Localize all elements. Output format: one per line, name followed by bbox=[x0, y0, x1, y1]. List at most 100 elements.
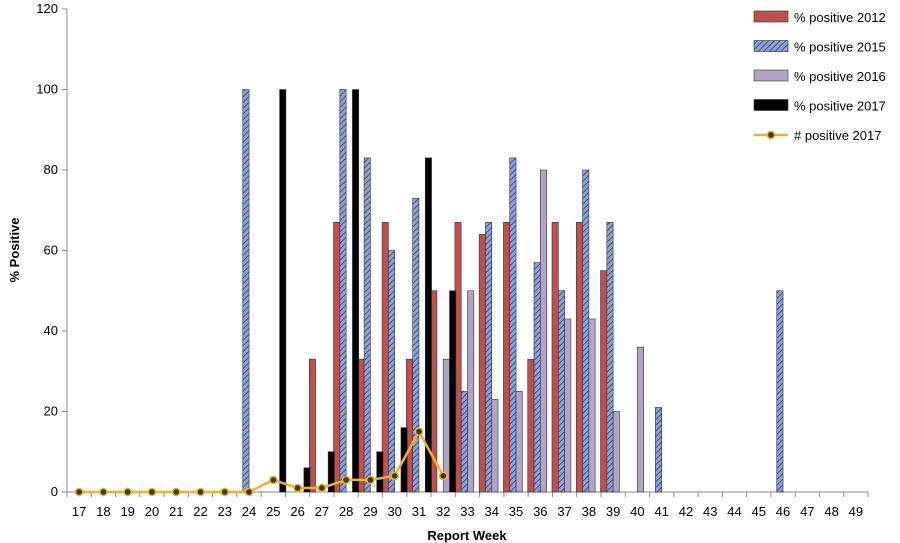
legend-label: % positive 2017 bbox=[794, 99, 886, 114]
bar-positive-2015 bbox=[776, 290, 784, 493]
bar-positive-2012 bbox=[478, 234, 486, 493]
x-tick-label: 47 bbox=[800, 504, 814, 519]
bar-positive-2012 bbox=[600, 270, 608, 493]
legend-label: % positive 2016 bbox=[794, 69, 886, 84]
legend-label: % positive 2012 bbox=[794, 10, 886, 25]
line-point bbox=[293, 483, 302, 493]
x-tick-label: 40 bbox=[630, 504, 644, 519]
line-point bbox=[220, 487, 230, 497]
x-tick-label: 25 bbox=[266, 504, 280, 519]
x-tick-label: 22 bbox=[193, 504, 207, 519]
x-tick-label: 17 bbox=[72, 504, 86, 519]
legend-swatch bbox=[753, 69, 789, 82]
x-tick-label: 29 bbox=[363, 504, 377, 519]
x-tick-label: 41 bbox=[654, 504, 668, 519]
x-tick-label: 32 bbox=[436, 504, 450, 519]
bar-positive-2016 bbox=[467, 290, 475, 493]
bar-positive-2017 bbox=[352, 89, 360, 493]
bar-positive-2016 bbox=[540, 169, 547, 493]
bar-positive-2017 bbox=[303, 467, 311, 493]
y-tick-label: 80 bbox=[44, 162, 58, 177]
y-tick-label: 40 bbox=[44, 323, 58, 338]
x-tick-label: 45 bbox=[752, 504, 766, 519]
line-point bbox=[268, 475, 278, 485]
legend-swatch bbox=[753, 10, 789, 23]
line-point bbox=[99, 487, 108, 497]
x-tick-label: 23 bbox=[218, 504, 232, 519]
bar-positive-2012 bbox=[575, 222, 583, 493]
x-tick-label: 38 bbox=[582, 504, 596, 519]
bar-positive-2016 bbox=[491, 399, 499, 493]
x-tick-label: 34 bbox=[485, 504, 499, 519]
bar-positive-2012 bbox=[527, 358, 535, 493]
legend-swatch bbox=[753, 40, 789, 52]
bar-positive-2017 bbox=[279, 89, 287, 493]
bar-positive-2015 bbox=[533, 262, 541, 493]
legend-label: # positive 2017 bbox=[794, 128, 881, 143]
bar-positive-2015 bbox=[557, 290, 565, 493]
x-tick-label: 44 bbox=[727, 504, 741, 519]
bar-positive-2015 bbox=[655, 407, 662, 493]
bar-positive-2015 bbox=[485, 222, 493, 493]
bars bbox=[242, 89, 784, 493]
bar-positive-2017 bbox=[449, 290, 457, 493]
bar-positive-2015 bbox=[388, 250, 395, 493]
bar-positive-2016 bbox=[612, 411, 620, 493]
x-tick-label: 36 bbox=[533, 504, 547, 519]
x-tick-label: 26 bbox=[290, 504, 304, 519]
line-series bbox=[74, 427, 448, 497]
x-tick-label: 24 bbox=[242, 504, 256, 519]
bar-positive-2016 bbox=[564, 318, 572, 493]
legend-marker bbox=[766, 130, 776, 140]
bar-positive-2015 bbox=[339, 89, 347, 493]
y-tick-label: 20 bbox=[44, 404, 58, 419]
line-point bbox=[171, 487, 181, 497]
line-point bbox=[74, 487, 84, 497]
y-tick-label: 60 bbox=[44, 243, 58, 258]
x-tick-label: 37 bbox=[557, 504, 571, 519]
bar-positive-2015 bbox=[412, 197, 420, 493]
x-tick-label: 43 bbox=[703, 504, 717, 519]
bar-positive-2015 bbox=[363, 157, 371, 493]
line-point bbox=[414, 427, 424, 436]
x-tick-label: 21 bbox=[169, 504, 183, 519]
bar-positive-2015 bbox=[460, 391, 468, 493]
legend-swatch bbox=[753, 99, 789, 111]
y-tick-label: 100 bbox=[36, 82, 58, 97]
bar-positive-2012 bbox=[308, 358, 316, 493]
x-tick-label: 20 bbox=[145, 504, 159, 519]
x-tick-label: 27 bbox=[315, 504, 329, 519]
bar-positive-2016 bbox=[588, 318, 596, 493]
x-tick-label: 30 bbox=[387, 504, 401, 519]
bar-positive-2015 bbox=[509, 157, 517, 493]
x-tick-label: 48 bbox=[824, 504, 838, 519]
x-tick-label: 35 bbox=[509, 504, 523, 519]
bar-positive-2012 bbox=[551, 222, 559, 493]
y-tick-label: 120 bbox=[36, 1, 58, 16]
x-tick-label: 42 bbox=[679, 504, 693, 519]
bar-positive-2015 bbox=[242, 89, 250, 493]
x-tick-label: 39 bbox=[606, 504, 620, 519]
x-axis-title: Report Week bbox=[427, 528, 507, 543]
axes: 0 20 40 60 80 100 120 17 18 19 20 21 22 23 24 25 26 27 28 2… bbox=[36, 1, 869, 519]
legend-label: % positive 2015 bbox=[794, 40, 886, 55]
line-point bbox=[244, 487, 254, 497]
line-point bbox=[147, 487, 157, 497]
bar-positive-2017 bbox=[424, 157, 432, 493]
bar-positive-2017 bbox=[376, 451, 384, 493]
bar-positive-2012 bbox=[503, 222, 511, 493]
y-axis-title: % Positive bbox=[7, 217, 22, 282]
bar-positive-2015 bbox=[606, 222, 614, 493]
x-tick-label: 46 bbox=[776, 504, 790, 519]
x-tick-label: 18 bbox=[96, 504, 110, 519]
x-tick-label: 31 bbox=[412, 504, 426, 519]
x-tick-label: 49 bbox=[849, 504, 863, 519]
legend: % positive 2012 % positive 2015 % positive… bbox=[753, 10, 886, 143]
line-point bbox=[390, 471, 400, 481]
bar-positive-2015 bbox=[582, 169, 590, 493]
line-point bbox=[438, 471, 448, 481]
line-point bbox=[123, 487, 133, 497]
bar-positive-2016 bbox=[637, 346, 645, 493]
bar-positive-2017 bbox=[327, 451, 335, 493]
